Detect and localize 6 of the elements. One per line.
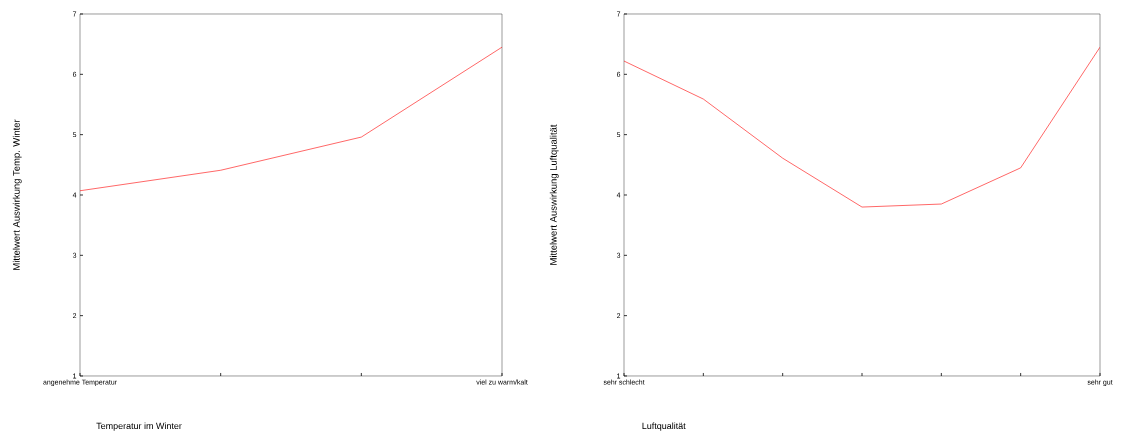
- line-series: [80, 46, 503, 192]
- y-axis-title: Mittelwert Auswirkung Luftqualität: [549, 124, 559, 265]
- x-axis-title: Luftqualität: [642, 422, 686, 431]
- x-axis-title: Temperatur im Winter: [96, 422, 182, 431]
- y-axis-title: Mittelwert Auswirkung Temp. Winter: [12, 119, 22, 270]
- line-series: [624, 46, 1100, 208]
